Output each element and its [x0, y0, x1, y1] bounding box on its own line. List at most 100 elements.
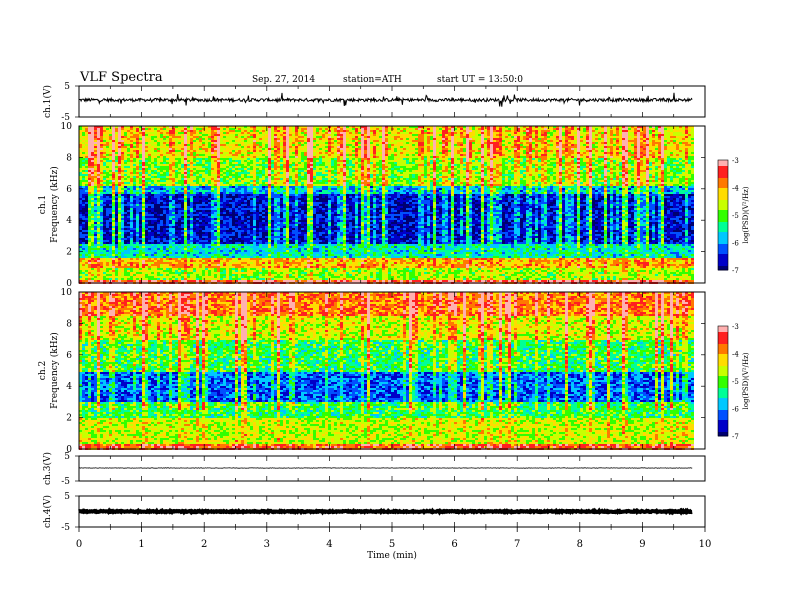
spectrogram-cell	[118, 222, 121, 224]
spectrogram-cell	[151, 150, 154, 152]
spectrogram-cell	[244, 198, 247, 200]
spectrogram-cell	[256, 198, 259, 200]
spectrogram-cell	[226, 244, 229, 246]
spectrogram-cell	[211, 260, 214, 262]
spectrogram-cell	[100, 176, 103, 178]
spectrogram-cell	[139, 150, 142, 152]
spectrogram-cell	[148, 230, 151, 232]
spectrogram-cell	[256, 248, 259, 250]
spectrogram-cell	[142, 176, 145, 178]
spectrogram-cell	[118, 134, 121, 136]
spectrogram-cell	[175, 188, 178, 190]
spectrogram-cell	[244, 136, 247, 138]
spectrogram-cell	[85, 184, 88, 186]
spectrogram-cell	[142, 196, 145, 198]
spectrogram-cell	[205, 226, 208, 228]
spectrogram-cell	[214, 176, 217, 178]
spectrogram-cell	[187, 248, 190, 250]
spectrogram-cell	[238, 168, 241, 170]
spectrogram-cell	[178, 208, 181, 210]
spectrogram-cell	[91, 214, 94, 216]
spectrogram-cell	[226, 198, 229, 200]
spectrogram-cell	[226, 274, 229, 276]
spectrogram-cell	[166, 134, 169, 136]
spectrogram-cell	[259, 250, 262, 252]
spectrogram-cell	[160, 218, 163, 220]
spectrogram-cell	[133, 260, 136, 262]
spectrogram-cell	[208, 216, 211, 218]
spectrogram-cell	[259, 192, 262, 194]
spectrogram-cell	[157, 178, 160, 180]
spectrogram-cell	[247, 264, 250, 266]
spectrogram-cell	[115, 180, 118, 182]
spectrogram-cell	[208, 166, 211, 168]
spectrogram-cell	[259, 276, 262, 278]
spectrogram-cell	[244, 222, 247, 224]
spectrogram-cell	[247, 230, 250, 232]
spectrogram-cell	[235, 210, 238, 212]
spectrogram-cell	[190, 192, 193, 194]
spectrogram-cell	[151, 162, 154, 164]
spectrogram-cell	[214, 168, 217, 170]
spectrogram-cell	[238, 190, 241, 192]
spectrogram-cell	[262, 228, 265, 230]
spectrogram-cell	[250, 180, 253, 182]
spectrogram-cell	[103, 148, 106, 150]
spectrogram-cell	[85, 220, 88, 222]
spectrogram-cell	[133, 196, 136, 198]
spectrogram-cell	[250, 188, 253, 190]
spectrogram-cell	[193, 130, 196, 132]
spectrogram-cell	[151, 274, 154, 276]
spectrogram-cell	[202, 166, 205, 168]
spectrogram-cell	[88, 160, 91, 162]
spectrogram-cell	[121, 186, 124, 188]
spectrogram-cell	[82, 180, 85, 182]
spectrogram-cell	[193, 198, 196, 200]
spectrogram-cell	[163, 138, 166, 140]
spectrogram-cell	[199, 140, 202, 142]
spectrogram-cell	[133, 232, 136, 234]
spectrogram-cell	[214, 126, 217, 128]
spectrogram-cell	[181, 180, 184, 182]
spectrogram-cell	[121, 238, 124, 240]
spectrogram-cell	[217, 246, 220, 248]
spectrogram-cell	[244, 276, 247, 278]
spectrogram-cell	[211, 198, 214, 200]
spectrogram-cell	[100, 212, 103, 214]
spectrogram-cell	[205, 188, 208, 190]
spectrogram-cell	[232, 166, 235, 168]
spectrogram-cell	[241, 136, 244, 138]
spectrogram-cell	[136, 132, 139, 134]
spectrogram-cell	[178, 162, 181, 164]
spectrogram-cell	[139, 260, 142, 262]
spectrogram-cell	[208, 224, 211, 226]
spectrogram-cell	[217, 156, 220, 158]
spectrogram-cell	[106, 222, 109, 224]
spectrogram-cell	[88, 276, 91, 278]
spectrogram-cell	[229, 218, 232, 220]
spectrogram-cell	[154, 270, 157, 272]
spectrogram-cell	[148, 234, 151, 236]
spectrogram-cell	[160, 148, 163, 150]
spectrogram-cell	[262, 198, 265, 200]
spectrogram-cell	[121, 180, 124, 182]
spectrogram-cell	[121, 146, 124, 148]
spectrogram-cell	[253, 206, 256, 208]
spectrogram-cell	[103, 162, 106, 164]
spectrogram-cell	[193, 134, 196, 136]
spectrogram-cell	[226, 182, 229, 184]
spectrogram-cell	[115, 154, 118, 156]
spectrogram-cell	[220, 130, 223, 132]
spectrogram-cell	[172, 264, 175, 266]
spectrogram-cell	[109, 236, 112, 238]
spectrogram-cell	[160, 194, 163, 196]
spectrogram-cell	[175, 192, 178, 194]
spectrogram-cell	[130, 142, 133, 144]
spectrogram-cell	[139, 214, 142, 216]
spectrogram-cell	[211, 172, 214, 174]
spectrogram-cell	[196, 214, 199, 216]
spectrogram-cell	[220, 276, 223, 278]
spectrogram-cell	[211, 228, 214, 230]
spectrogram-cell	[103, 192, 106, 194]
spectrogram-cell	[193, 188, 196, 190]
